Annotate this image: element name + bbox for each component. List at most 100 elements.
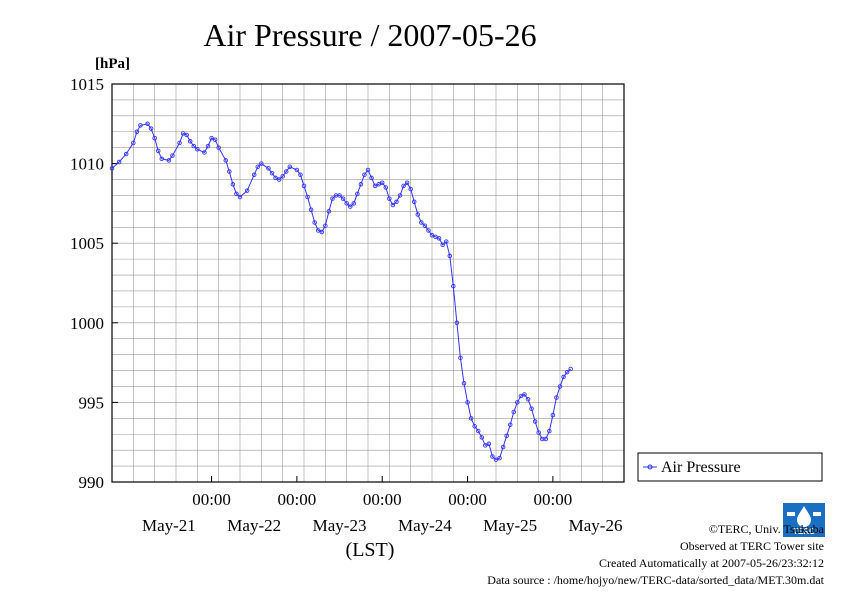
data-point <box>184 132 189 138</box>
data-point <box>443 239 449 244</box>
data-point <box>493 457 499 462</box>
data-point <box>230 182 236 187</box>
data-point <box>195 147 200 152</box>
data-point <box>205 143 211 149</box>
data-point <box>404 180 410 185</box>
x-date-label: May-22 <box>227 516 281 535</box>
data-point <box>500 444 506 450</box>
x-tick-label: 00:00 <box>534 490 573 509</box>
data-point <box>394 199 399 205</box>
data-point <box>433 234 438 240</box>
data-point <box>159 156 165 162</box>
data-point <box>237 194 243 200</box>
data-point <box>408 186 413 192</box>
data-point <box>187 139 193 144</box>
data-point <box>347 204 353 209</box>
data-point <box>223 158 229 163</box>
data-point <box>387 196 392 201</box>
data-point <box>490 454 495 459</box>
data-point <box>465 400 470 405</box>
data-point <box>379 180 385 185</box>
chart-title: Air Pressure / 2007-05-26 <box>203 17 536 53</box>
data-point <box>227 169 232 174</box>
x-date-label: May-21 <box>142 516 196 535</box>
legend-box <box>637 452 823 482</box>
data-point <box>426 228 431 233</box>
logo-text: TERC <box>793 527 815 536</box>
data-point <box>497 455 502 461</box>
data-point <box>397 193 403 198</box>
x-date-label: May-26 <box>569 516 623 535</box>
y-tick-label: 990 <box>79 473 105 492</box>
water-drop-icon <box>797 506 811 527</box>
data-point <box>362 172 367 177</box>
data-point <box>255 164 261 170</box>
data-point <box>518 393 524 399</box>
data-point <box>276 177 282 182</box>
data-point <box>152 135 157 141</box>
data-point <box>554 395 559 400</box>
data-point <box>351 201 357 206</box>
data-point <box>305 194 310 200</box>
data-point <box>273 175 278 181</box>
credit-source: Data source : /home/hojyo/new/TERC-data/… <box>487 573 824 587</box>
data-point <box>472 424 477 429</box>
data-point <box>301 183 307 189</box>
data-point <box>475 428 481 434</box>
data-point <box>511 409 517 415</box>
data-point <box>259 161 264 166</box>
data-point <box>515 400 520 405</box>
series-points-air-pressure <box>109 121 573 462</box>
y-tick-label: 1010 <box>70 155 104 174</box>
legend-marker-swatch <box>647 464 653 470</box>
data-point <box>383 185 389 190</box>
data-point <box>458 355 463 361</box>
data-point <box>134 129 140 135</box>
data-point <box>344 201 349 206</box>
data-point <box>308 207 314 213</box>
data-point <box>323 223 328 228</box>
data-point <box>312 220 317 225</box>
data-point <box>483 443 488 448</box>
data-point <box>131 140 136 146</box>
data-point <box>461 381 467 386</box>
data-point <box>123 151 129 157</box>
data-point <box>550 412 556 418</box>
data-point <box>401 183 406 189</box>
data-point <box>234 191 239 197</box>
data-point <box>138 123 143 128</box>
data-point <box>216 145 221 150</box>
data-point <box>155 148 161 154</box>
terc-logo: TERC <box>783 503 825 537</box>
data-point <box>244 188 250 193</box>
x-date-label: May-24 <box>398 516 452 535</box>
data-point <box>358 182 364 187</box>
data-point <box>365 167 371 173</box>
data-point <box>422 223 428 228</box>
data-point <box>468 416 474 421</box>
data-point <box>319 229 325 235</box>
x-tick-label: 00:00 <box>363 490 402 509</box>
x-tick-label: 00:00 <box>278 490 317 509</box>
data-point <box>145 121 150 127</box>
data-point <box>269 170 275 176</box>
data-point <box>454 320 460 326</box>
data-point <box>340 196 346 201</box>
data-point <box>337 193 342 198</box>
data-point <box>330 196 335 201</box>
data-point <box>376 182 381 187</box>
data-point <box>109 166 115 171</box>
data-point <box>166 158 172 163</box>
data-point <box>564 369 570 375</box>
x-date-label: May-25 <box>483 516 537 535</box>
data-point <box>561 374 566 380</box>
data-point <box>479 435 485 440</box>
x-date-label: May-23 <box>313 516 367 535</box>
plot-frame <box>111 83 625 483</box>
legend: Air Pressure <box>637 452 823 482</box>
data-point <box>486 441 492 447</box>
data-point <box>298 172 303 177</box>
data-point <box>280 174 285 179</box>
data-point <box>202 150 207 155</box>
data-point <box>532 419 538 424</box>
